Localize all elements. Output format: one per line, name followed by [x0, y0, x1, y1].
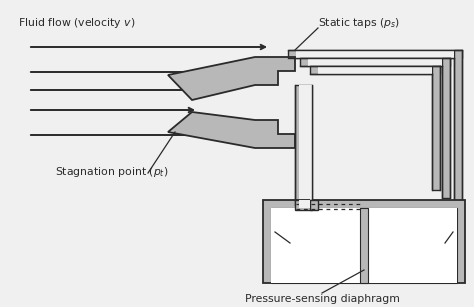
Bar	[271, 208, 457, 283]
Bar	[299, 200, 310, 208]
Bar	[288, 50, 462, 58]
Text: $p_s$: $p_s$	[452, 224, 465, 236]
Bar	[300, 58, 450, 66]
Text: Static taps ($p_s$): Static taps ($p_s$)	[318, 16, 400, 30]
Bar	[360, 208, 368, 283]
Bar	[310, 66, 440, 74]
Bar	[442, 58, 450, 198]
Text: Fluid flow (velocity $v$): Fluid flow (velocity $v$)	[18, 16, 135, 30]
Bar	[271, 208, 360, 283]
Bar	[296, 50, 454, 58]
Polygon shape	[168, 112, 295, 148]
Bar	[299, 85, 310, 205]
Bar	[432, 66, 440, 190]
Bar	[295, 85, 312, 205]
Bar	[263, 200, 465, 283]
Text: $p_t$: $p_t$	[264, 224, 276, 236]
Bar	[308, 58, 442, 66]
Polygon shape	[168, 57, 295, 100]
Bar	[368, 208, 457, 283]
Bar	[454, 50, 462, 208]
Bar	[310, 200, 318, 210]
Text: Stagnation point ($p_t$): Stagnation point ($p_t$)	[55, 165, 168, 179]
Text: Pressure-sensing diaphragm: Pressure-sensing diaphragm	[245, 294, 400, 304]
Bar	[310, 85, 312, 200]
Bar	[295, 200, 312, 210]
Bar	[318, 66, 432, 74]
